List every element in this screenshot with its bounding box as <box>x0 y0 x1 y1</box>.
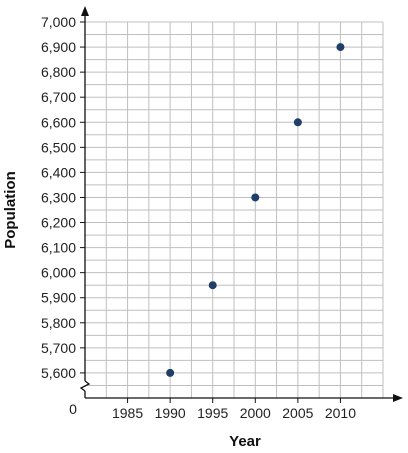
y-tick-label: 6,400 <box>41 164 76 180</box>
x-tick-label: 2000 <box>240 405 271 421</box>
y-tick-label: 6,300 <box>41 189 76 205</box>
y-tick-label: 6,200 <box>41 215 76 231</box>
data-point <box>166 368 175 377</box>
y-tick-label: 5,800 <box>41 315 76 331</box>
data-point <box>208 281 217 290</box>
y-tick-label: 6,700 <box>41 89 76 105</box>
x-tick-label: 1995 <box>197 405 228 421</box>
y-tick-label: 5,600 <box>41 365 76 381</box>
y-tick-label: 5,700 <box>41 340 76 356</box>
x-tick-label: 1990 <box>155 405 186 421</box>
y-tick-label: 6,100 <box>41 240 76 256</box>
x-tick-label: 2010 <box>325 405 356 421</box>
axes <box>79 6 403 403</box>
data-point <box>336 43 345 52</box>
x-tick-label: 2005 <box>282 405 313 421</box>
origin-label: 0 <box>69 401 77 417</box>
data-point <box>293 118 302 127</box>
x-axis-arrow <box>393 394 403 402</box>
y-tick-label: 5,900 <box>41 290 76 306</box>
data-points <box>166 43 345 377</box>
tick-labels: 5,600 5,700 5,800 5,900 6,000 6,100 6,200 6,300… <box>41 14 356 421</box>
x-tick-label: 1985 <box>112 405 143 421</box>
y-axis-break <box>79 380 91 392</box>
x-axis-title: Year <box>229 433 261 450</box>
y-tick-label: 7,000 <box>41 14 76 30</box>
y-tick-label: 6,600 <box>41 114 76 130</box>
y-tick-label: 6,000 <box>41 265 76 281</box>
y-tick-label: 6,500 <box>41 139 76 155</box>
y-tick-label: 6,800 <box>41 64 76 80</box>
grid-lines <box>85 21 384 398</box>
y-axis-arrow <box>81 6 89 16</box>
y-tick-label: 6,900 <box>41 39 76 55</box>
data-point <box>251 193 260 202</box>
y-axis-title: Population <box>2 171 19 249</box>
